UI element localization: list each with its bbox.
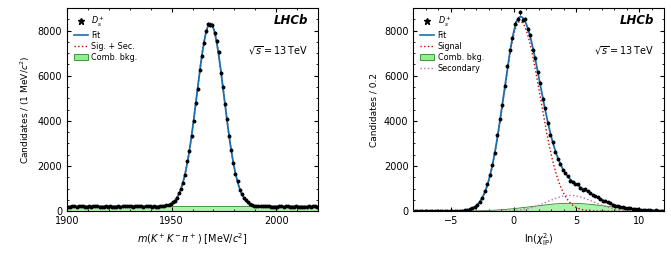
Y-axis label: Candidates / (1 MeV/$c^{2}$): Candidates / (1 MeV/$c^{2}$)	[19, 55, 32, 164]
X-axis label: $\ln(\chi^2_{\mathrm{IP}})$: $\ln(\chi^2_{\mathrm{IP}})$	[524, 232, 554, 248]
Text: LHCb: LHCb	[274, 14, 308, 27]
Y-axis label: Candidates / 0.2: Candidates / 0.2	[369, 73, 378, 147]
Legend: $D_s^+$, Fit, Sig. + Sec., Comb. bkg.: $D_s^+$, Fit, Sig. + Sec., Comb. bkg.	[71, 12, 140, 64]
Legend: $D_s^+$, Fit, Signal, Comb. bkg., Secondary: $D_s^+$, Fit, Signal, Comb. bkg., Second…	[417, 12, 486, 75]
Text: LHCb: LHCb	[620, 14, 654, 27]
X-axis label: $m(K^+K^-\pi^+)$ [MeV/$c^2$]: $m(K^+K^-\pi^+)$ [MeV/$c^2$]	[138, 232, 248, 247]
Text: $\sqrt{s} = 13\,\mathrm{TeV}$: $\sqrt{s} = 13\,\mathrm{TeV}$	[594, 45, 654, 57]
Text: $\sqrt{s} = 13\,\mathrm{TeV}$: $\sqrt{s} = 13\,\mathrm{TeV}$	[248, 45, 308, 57]
